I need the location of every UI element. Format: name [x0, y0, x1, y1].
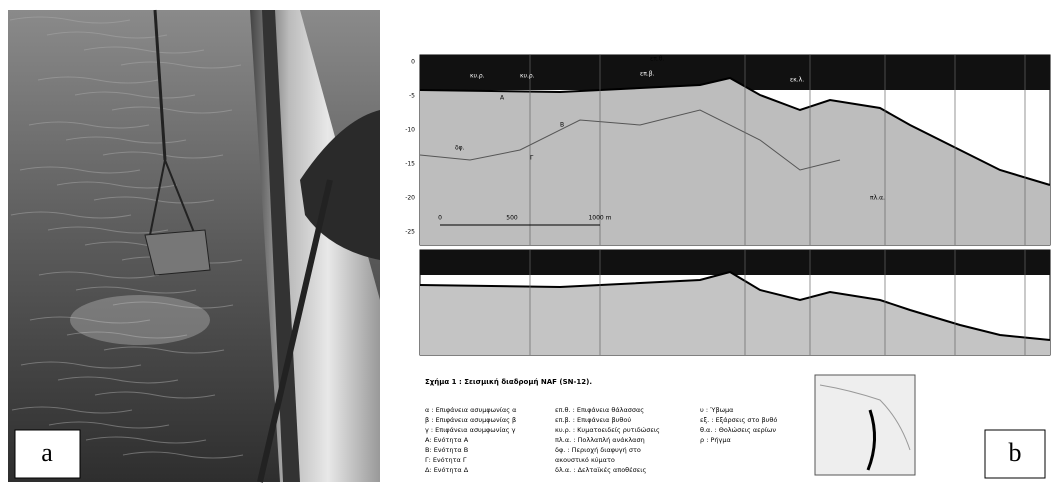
legend-entry: Α: Ενότητα Α — [425, 436, 469, 444]
annotation: επ.θ. — [650, 56, 664, 63]
annotation: δφ. — [455, 145, 465, 152]
legend-entry: εξ. : Εξάρσεις στο βυθό — [700, 416, 777, 424]
panel-label: a — [41, 438, 53, 467]
scale-label: 0 — [438, 215, 442, 222]
legend-entry: Δ: Ενότητα Δ — [425, 466, 469, 474]
annotation: εκ.λ. — [790, 77, 804, 84]
legend-entry: υ : Ύβωμα — [700, 406, 733, 414]
depth-label: -15 — [405, 161, 415, 168]
seismic-profile — [420, 55, 1050, 355]
depth-label: -5 — [409, 93, 415, 100]
legend-entry: γ : Επιφάνεια ασυμφωνίας γ — [425, 426, 516, 434]
panel-label: b — [1009, 438, 1022, 467]
legend-entry: Β: Ενότητα Β — [425, 446, 468, 454]
depth-label: -25 — [405, 229, 415, 236]
depth-label: -20 — [405, 195, 415, 202]
legend-entry: θ.α. : Θολώσεις αερίων — [700, 426, 776, 434]
figure: a Σχήμα 1 : Σεισμική διαδρομή NAF (SN-12… — [0, 0, 1052, 485]
caption: Σχήμα 1 : Σεισμική διαδρομή NAF (SN-12). — [425, 378, 592, 386]
legend-entry: κυ.ρ. : Κυματοειδείς ρυτιδώσεις — [555, 426, 660, 434]
legend-entry: Γ: Ενότητα Γ — [425, 456, 467, 464]
legend-entry: ρ : Ρήγμα — [700, 436, 731, 444]
annotation: πλ.α. — [870, 195, 885, 202]
scale-label: 500 — [506, 215, 518, 222]
legend-entry: α : Επιφάνεια ασυμφωνίας α — [425, 406, 516, 414]
annotation: Β — [560, 122, 564, 129]
scale-label: 1000 m — [588, 215, 611, 222]
legend-entry: ακουστικό κύματο — [555, 456, 615, 464]
depth-label: -10 — [405, 127, 415, 134]
legend-entry: πλ.α. : Πολλαπλή ανάκλαση — [555, 436, 645, 444]
legend-entry: β : Επιφάνεια ασυμφωνίας β — [425, 416, 516, 424]
legend-entry: επ.β. : Επιφάνεια βυθού — [555, 416, 631, 424]
photo-a: a — [8, 10, 380, 482]
legend-entry: δλ.α. : Δελταϊκές αποθέσεις — [555, 466, 646, 474]
annotation: κυ.ρ. — [520, 73, 535, 80]
depth-label: 0 — [411, 59, 415, 66]
legend-entry: επ.θ. : Επιφάνεια θάλασσας — [555, 406, 644, 414]
annotation: επ.β. — [640, 71, 655, 78]
annotation: κυ.ρ. — [470, 73, 485, 80]
inset-map — [815, 375, 915, 475]
legend-entry: δφ. : Περιοχή διαφυγή στο — [555, 446, 641, 454]
